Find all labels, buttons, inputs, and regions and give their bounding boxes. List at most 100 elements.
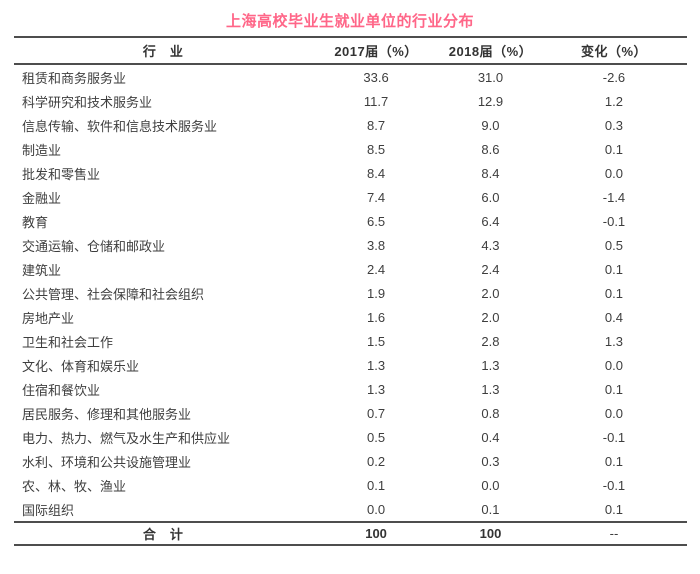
- value-cell: 6.0: [481, 189, 500, 205]
- table-row: 制造业 8.5 8.6 0.1: [14, 137, 687, 161]
- value-cell: 0.1: [604, 501, 623, 517]
- total-2018-value: 100: [440, 521, 541, 546]
- value-cell: 0.0: [367, 501, 386, 517]
- value-cell: 0.1: [604, 381, 623, 397]
- table-row: 建筑业 2.4 2.4 0.1: [14, 257, 687, 281]
- table-row: 房地产业 1.6 2.0 0.4: [14, 305, 687, 329]
- value-cell: 0.4: [604, 309, 623, 325]
- table-row: 电力、热力、燃气及水生产和供应业 0.5 0.4 -0.1: [14, 425, 687, 449]
- col-header-2017: 2017届（%）: [312, 36, 440, 65]
- table-row: 水利、环境和公共设施管理业 0.2 0.3 0.1: [14, 449, 687, 473]
- value-cell: 33.6: [363, 69, 389, 85]
- table-row: 农、林、牧、渔业 0.1 0.0 -0.1: [14, 473, 687, 497]
- value-cell: 0.7: [367, 405, 386, 421]
- industry-name: 房地产业: [22, 310, 75, 326]
- header-row: 行 业 2017届（%） 2018届（%） 变化（%）: [14, 36, 687, 65]
- value-cell: 0.8: [481, 405, 500, 421]
- value-cell: 1.5: [367, 333, 386, 349]
- value-cell: 0.1: [367, 477, 386, 493]
- value-cell: 8.4: [481, 165, 500, 181]
- industry-name: 电力、热力、燃气及水生产和供应业: [22, 430, 231, 446]
- industry-name: 金融业: [22, 190, 62, 206]
- value-cell: 0.0: [604, 405, 623, 421]
- value-cell: 6.4: [481, 213, 500, 229]
- table-row: 信息传输、软件和信息技术服务业 8.7 9.0 0.3: [14, 113, 687, 137]
- industry-name: 农、林、牧、渔业: [22, 478, 127, 494]
- value-cell: -2.6: [602, 69, 626, 85]
- table-body: 租赁和商务服务业 33.6 31.0 -2.6 科学研究和技术服务业 11.7 12.9 1.…: [14, 64, 687, 522]
- value-cell: 0.2: [367, 453, 386, 469]
- industry-name: 国际组织: [22, 502, 75, 518]
- total-2017-value: 100: [312, 521, 440, 546]
- table-row: 批发和零售业 8.4 8.4 0.0: [14, 161, 687, 185]
- table-footer: 合 计 100 100 --: [14, 521, 687, 546]
- value-cell: -0.1: [602, 213, 626, 229]
- industry-name: 卫生和社会工作: [22, 334, 114, 350]
- table-row: 交通运输、仓储和邮政业 3.8 4.3 0.5: [14, 233, 687, 257]
- figure-container: 上海高校毕业生就业单位的行业分布 行 业 2017届（%） 2018届（%） 变…: [0, 10, 700, 546]
- table-row: 住宿和餐饮业 1.3 1.3 0.1: [14, 377, 687, 401]
- table-row: 教育 6.5 6.4 -0.1: [14, 209, 687, 233]
- industry-name: 交通运输、仓储和邮政业: [22, 238, 166, 254]
- value-cell: 0.1: [604, 453, 623, 469]
- industry-name: 科学研究和技术服务业: [22, 94, 153, 110]
- value-cell: 4.3: [481, 237, 500, 253]
- col-header-change: 变化（%）: [540, 36, 687, 65]
- value-cell: 1.3: [367, 357, 386, 373]
- value-cell: 0.5: [604, 237, 623, 253]
- industry-distribution-table: 行 业 2017届（%） 2018届（%） 变化（%） 租赁和商务服务业 33.6…: [14, 36, 687, 546]
- value-cell: 1.3: [481, 381, 500, 397]
- total-row: 合 计 100 100 --: [14, 521, 687, 546]
- value-cell: 0.1: [604, 141, 623, 157]
- value-cell: 7.4: [367, 189, 386, 205]
- value-cell: 2.0: [481, 309, 500, 325]
- value-cell: 1.2: [604, 93, 623, 109]
- industry-name: 租赁和商务服务业: [22, 70, 127, 86]
- col-header-2018: 2018届（%）: [440, 36, 541, 65]
- value-cell: 11.7: [363, 93, 389, 109]
- value-cell: 8.5: [367, 141, 386, 157]
- table-header: 行 业 2017届（%） 2018届（%） 变化（%）: [14, 36, 687, 65]
- value-cell: 8.7: [367, 117, 386, 133]
- value-cell: 3.8: [367, 237, 386, 253]
- total-change-value: --: [540, 521, 687, 546]
- industry-name: 文化、体育和娱乐业: [22, 358, 140, 374]
- value-cell: 8.6: [481, 141, 500, 157]
- value-cell: 0.0: [604, 357, 623, 373]
- value-cell: 1.3: [481, 357, 500, 373]
- col-header-industry: 行 业: [14, 36, 313, 65]
- value-cell: 0.3: [481, 453, 500, 469]
- table-row: 居民服务、修理和其他服务业 0.7 0.8 0.0: [14, 401, 687, 425]
- value-cell: 2.0: [481, 285, 500, 301]
- table-row: 科学研究和技术服务业 11.7 12.9 1.2: [14, 89, 687, 113]
- value-cell: 1.9: [367, 285, 386, 301]
- value-cell: 0.0: [604, 165, 623, 181]
- value-cell: 1.3: [604, 333, 623, 349]
- value-cell: 0.4: [481, 429, 500, 445]
- value-cell: 0.5: [367, 429, 386, 445]
- table-row: 文化、体育和娱乐业 1.3 1.3 0.0: [14, 353, 687, 377]
- industry-name: 批发和零售业: [22, 166, 101, 182]
- industry-name: 水利、环境和公共设施管理业: [22, 454, 192, 470]
- value-cell: 0.3: [604, 117, 623, 133]
- value-cell: 12.9: [477, 93, 504, 109]
- table-row: 金融业 7.4 6.0 -1.4: [14, 185, 687, 209]
- value-cell: 8.4: [367, 165, 386, 181]
- value-cell: 2.8: [481, 333, 500, 349]
- industry-name: 建筑业: [22, 262, 62, 278]
- page-title: 上海高校毕业生就业单位的行业分布: [225, 13, 474, 30]
- table-row: 公共管理、社会保障和社会组织 1.9 2.0 0.1: [14, 281, 687, 305]
- industry-name: 居民服务、修理和其他服务业: [22, 406, 192, 422]
- industry-name: 教育: [22, 214, 49, 230]
- value-cell: 0.1: [481, 501, 500, 517]
- table-row: 租赁和商务服务业 33.6 31.0 -2.6: [14, 64, 687, 89]
- industry-name: 公共管理、社会保障和社会组织: [22, 286, 205, 302]
- value-cell: 9.0: [481, 117, 500, 133]
- industry-name: 信息传输、软件和信息技术服务业: [22, 118, 218, 134]
- value-cell: 1.3: [367, 381, 386, 397]
- value-cell: -1.4: [602, 189, 626, 205]
- value-cell: 0.0: [481, 477, 500, 493]
- value-cell: 0.1: [604, 285, 623, 301]
- value-cell: 0.1: [604, 261, 623, 277]
- total-label: 合 计: [14, 521, 313, 546]
